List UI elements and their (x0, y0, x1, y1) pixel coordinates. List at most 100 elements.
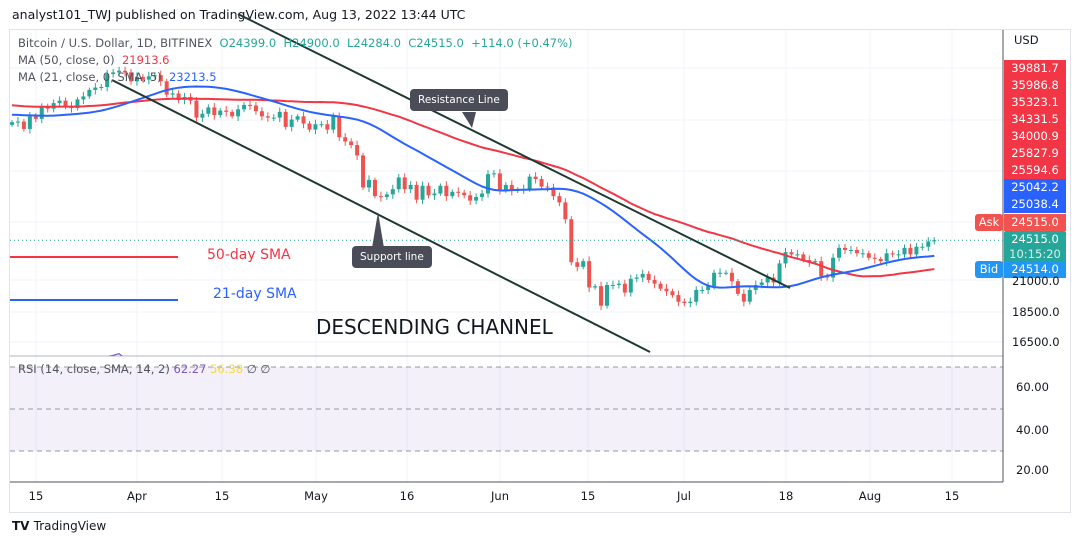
time-tick: 15 (28, 489, 44, 503)
candle (367, 179, 371, 188)
candle (908, 247, 913, 255)
support-trendline (111, 79, 651, 353)
candle (63, 100, 68, 107)
candle (557, 196, 562, 203)
bar-countdown: 10:15:20 (1009, 247, 1061, 261)
candle (265, 116, 270, 118)
candle (111, 72, 116, 75)
candle (563, 202, 568, 220)
candle (551, 187, 556, 197)
candle (872, 257, 877, 259)
candle (712, 272, 717, 287)
candle (194, 100, 199, 118)
sma21-annotation: 21-day SMA (213, 286, 297, 302)
candle (896, 254, 901, 256)
candle (848, 250, 853, 252)
rsi-value: 62.27 (173, 362, 207, 376)
candle (789, 252, 794, 255)
rsi-label[interactable]: RSI (14, close, SMA, 14, 2) (18, 362, 170, 376)
candle (343, 137, 348, 142)
candle (39, 107, 44, 119)
candle (248, 104, 252, 106)
candle (361, 155, 366, 188)
candles (10, 66, 937, 311)
candle (575, 262, 580, 267)
resistance-trendline (237, 13, 791, 289)
candle (307, 123, 312, 130)
time-tick: 16 (399, 489, 415, 503)
candle (164, 81, 169, 95)
candle (599, 286, 604, 306)
time-tick: 15 (944, 489, 960, 503)
candle (140, 76, 145, 80)
candle (277, 111, 282, 118)
channel-annotation: DESCENDING CHANNEL (316, 315, 553, 339)
candle (634, 277, 639, 279)
symbol-title: Bitcoin / U.S. Dollar, 1D, BITFINEX (18, 36, 213, 50)
order-price-label: 34331.5 (1004, 111, 1066, 128)
candle (15, 121, 20, 123)
candle (658, 283, 663, 289)
candle (795, 254, 800, 256)
candle (420, 185, 425, 200)
candle (694, 289, 699, 302)
candle (462, 192, 467, 196)
candle (503, 184, 508, 191)
candle (729, 272, 734, 282)
rsi-tick: 60.00 (1016, 380, 1049, 394)
candle (426, 185, 431, 196)
candle (218, 110, 223, 116)
order-price-label: 25827.9 (1004, 145, 1066, 162)
candle (920, 246, 925, 248)
candle (325, 124, 330, 130)
time-tick: Jul (677, 489, 691, 503)
candle (158, 75, 163, 82)
candle (902, 247, 907, 255)
ma50-label[interactable]: MA (50, close, 0) (18, 53, 115, 67)
rsi-tick: 40.00 (1016, 423, 1049, 437)
candle (682, 301, 687, 304)
candle (777, 263, 782, 283)
candle (581, 261, 586, 267)
tradingview-logo[interactable]: 𝗧𝗩 TradingView (12, 519, 106, 533)
candle (33, 116, 38, 119)
ask-tag: Ask (975, 214, 1003, 231)
candle (176, 93, 181, 101)
ma21-label[interactable]: MA (21, close, 0, SMA, 5) (18, 70, 162, 84)
candle (622, 283, 627, 293)
candle (253, 105, 258, 112)
candle (295, 116, 300, 120)
high: H24900.0 (283, 36, 340, 50)
ma21-value: 23213.5 (168, 70, 217, 84)
candle (688, 301, 693, 304)
candle (765, 277, 770, 283)
candle (914, 246, 919, 255)
candle (628, 278, 633, 293)
candle (396, 177, 401, 190)
candle (486, 174, 490, 194)
rsi-na-2: ∅ (260, 362, 271, 376)
currency-label: USD (1014, 33, 1039, 47)
candle (289, 119, 294, 127)
chart-legend: Bitcoin / U.S. Dollar, 1D, BITFINEX O243… (18, 35, 573, 86)
candle (616, 283, 621, 285)
candle (134, 76, 139, 82)
candle (337, 116, 342, 138)
candle (468, 195, 473, 201)
candle (212, 107, 217, 116)
candle (402, 177, 407, 190)
candle (200, 113, 205, 118)
rsi-na-1: ∅ (246, 362, 257, 376)
candle (509, 184, 514, 191)
rsi-ma-value: 56.38 (210, 362, 244, 376)
candle (21, 121, 26, 129)
support-line-callout: Support line (352, 246, 432, 268)
ma50-value: 21913.6 (121, 53, 170, 67)
candle (170, 93, 175, 95)
bid-tag: Bid (975, 261, 1003, 278)
last-price: 24515.0 (1011, 232, 1059, 246)
candle (652, 280, 657, 284)
candle (450, 191, 455, 197)
candle (884, 253, 889, 262)
candle (605, 284, 609, 306)
